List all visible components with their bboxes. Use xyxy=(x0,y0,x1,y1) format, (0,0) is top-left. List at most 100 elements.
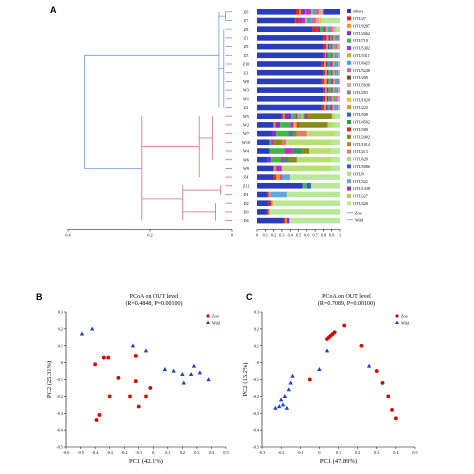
wild-point xyxy=(288,380,293,385)
bar-segment xyxy=(305,17,307,24)
bar-segment xyxy=(330,61,333,67)
wild-point xyxy=(162,366,168,371)
zoo-point xyxy=(359,343,364,348)
bar-segment xyxy=(257,43,324,50)
x-axis-label: PC1 (42.1%) xyxy=(129,458,163,465)
bar-segment xyxy=(326,43,328,50)
bar-segment xyxy=(323,96,326,102)
chart-subtitle: (R=0.4848, P=0.00100) xyxy=(125,300,182,307)
bar-segment xyxy=(331,96,334,102)
panel-b-letter: B xyxy=(36,292,43,302)
bar-segment xyxy=(338,52,340,59)
legend-zoo-label: Zoo xyxy=(212,314,219,319)
legend-zoo-marker xyxy=(395,314,399,318)
legend-swatch xyxy=(347,112,351,117)
legend-label: OTU4592 xyxy=(353,120,370,125)
bar-segment xyxy=(257,156,267,163)
wild-point xyxy=(181,380,187,385)
legend-label: OTU2402 xyxy=(353,134,370,139)
bar-segment xyxy=(330,87,333,93)
bar-segment xyxy=(321,61,325,67)
bar-segment xyxy=(331,156,340,163)
bar-segment xyxy=(288,156,297,163)
bar-axis-tick-label: 0.8 xyxy=(321,233,326,238)
sample-label: Z2 xyxy=(244,105,249,110)
tree-axis-tick-label: 0.2 xyxy=(147,233,152,238)
legend-label: OTU5302 xyxy=(353,46,370,51)
panel-c-pcoa-scatter: PCoA on OUT level(R=0.7089, P=0.00100) -0… xyxy=(242,294,418,465)
legend-swatch xyxy=(347,171,351,176)
bar-segment xyxy=(257,174,274,180)
group-legend-wild-label: Wild xyxy=(355,217,364,222)
bar-segment xyxy=(257,9,297,15)
bar-segment xyxy=(328,87,331,93)
bar-segment xyxy=(270,191,287,198)
bar-segment xyxy=(310,9,313,15)
chart-title: PCoA on OUT level xyxy=(322,294,371,300)
tree-axis-tick-label: 0.4 xyxy=(65,233,71,238)
bar-segment xyxy=(310,183,340,189)
bar-segment xyxy=(331,35,334,41)
bar-segment xyxy=(315,9,320,15)
bar-segment xyxy=(257,35,324,41)
bar-segment xyxy=(331,165,340,172)
bar-segment xyxy=(327,122,332,128)
bar-segment xyxy=(335,26,340,32)
bar-segment xyxy=(300,113,303,119)
x-tick-label: -0.1 xyxy=(297,450,304,455)
legend-label: OTU27 xyxy=(353,16,366,21)
bar-segment xyxy=(319,17,322,24)
bar-segment xyxy=(281,139,287,146)
y-tick-label: -0.1 xyxy=(252,377,259,382)
bar-segment xyxy=(281,165,332,172)
bar-segment xyxy=(266,191,269,198)
legend-wild-marker xyxy=(395,320,399,324)
bar-segment xyxy=(326,35,329,41)
zoo-point xyxy=(330,332,335,336)
bar-segment xyxy=(306,17,312,24)
wild-point xyxy=(286,387,291,392)
bar-segment xyxy=(269,209,340,215)
y-tick-label: 0 xyxy=(61,360,63,365)
bar-segment xyxy=(293,130,297,137)
bar-axis-tick-label: 0 xyxy=(256,233,258,238)
legend-label: OTU223 xyxy=(353,105,368,110)
bar-segment xyxy=(304,113,306,119)
bar-segment xyxy=(335,96,338,102)
bar-segment xyxy=(335,43,338,50)
legend-swatch xyxy=(347,142,351,147)
sample-label: W5 xyxy=(243,114,249,119)
bar-segment xyxy=(334,69,337,76)
bar-segment xyxy=(307,113,332,119)
bar-segment xyxy=(281,174,291,180)
bar-segment xyxy=(333,113,336,119)
bar-segment xyxy=(295,113,298,119)
bar-segment xyxy=(328,69,331,76)
bar-segment xyxy=(295,17,300,24)
bar-segment xyxy=(284,113,292,119)
y-axis-label: PC2 (13.2%) xyxy=(242,363,249,397)
bar-segment xyxy=(331,122,336,128)
x-tick-label: 0.5 xyxy=(223,450,228,455)
bar-segment xyxy=(268,209,270,215)
legend-label: OTU9287 xyxy=(353,23,370,28)
bar-segment xyxy=(337,43,340,50)
legend-wild-marker xyxy=(206,320,210,324)
bar-segment xyxy=(284,148,293,154)
sample-label: Z4 xyxy=(244,175,250,180)
bar-segment xyxy=(302,17,306,24)
bar-segment xyxy=(269,139,272,146)
sample-label: Z6 xyxy=(244,9,249,14)
sample-label: W6 xyxy=(243,157,249,162)
bar-axis-tick-label: 0.5 xyxy=(296,233,301,238)
bar-segment xyxy=(300,9,306,15)
sample-label: W9 xyxy=(243,166,249,171)
wild-point xyxy=(366,363,372,368)
bar-segment xyxy=(281,113,284,119)
bar-segment xyxy=(331,139,340,146)
legend-label: OTU508 xyxy=(353,112,368,117)
bar-segment xyxy=(291,130,294,137)
bar-segment xyxy=(335,113,340,119)
bar-segment xyxy=(268,191,271,198)
wild-point xyxy=(130,343,136,348)
